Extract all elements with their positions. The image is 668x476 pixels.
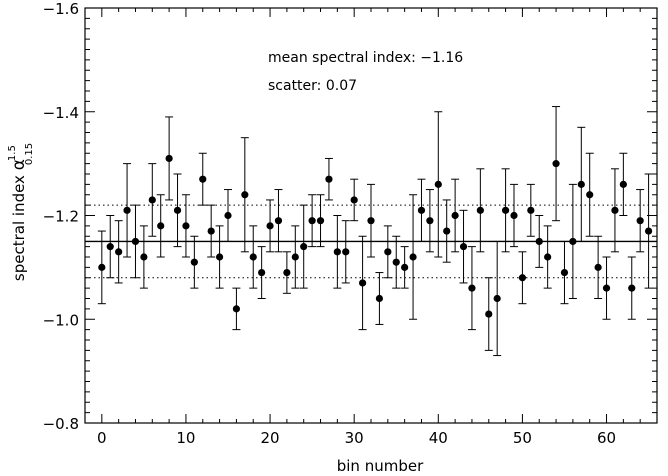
- x-axis-label: bin number: [337, 457, 424, 475]
- data-point: [358, 279, 367, 287]
- scatter-annotation: scatter: 0.07: [268, 78, 357, 94]
- data-point: [190, 258, 198, 266]
- data-point: [131, 237, 140, 246]
- data-point: [493, 294, 501, 303]
- data-point: [165, 154, 173, 163]
- data-point: [241, 191, 249, 199]
- data-point: [417, 206, 426, 214]
- y-axis-label-symbol: α: [9, 159, 29, 170]
- data-point: [602, 284, 611, 292]
- data-point: [98, 263, 106, 271]
- x-tick-label: 30: [345, 429, 364, 447]
- data-point: [577, 180, 585, 188]
- data-point: [207, 227, 215, 235]
- data-point: [409, 253, 417, 261]
- data-point: [586, 191, 594, 199]
- x-tick-label: 20: [261, 429, 280, 447]
- mean-annotation: mean spectral index: −1.16: [268, 50, 463, 66]
- data-point: [258, 268, 266, 277]
- data-point: [106, 243, 114, 251]
- data-point: [426, 217, 434, 225]
- data-point: [215, 253, 224, 261]
- data-point: [644, 227, 653, 235]
- data-point: [552, 160, 560, 168]
- data-point: [560, 268, 569, 277]
- data-point: [476, 206, 484, 214]
- data-point: [157, 222, 165, 230]
- data-point: [316, 217, 325, 225]
- x-tick-label: 50: [513, 429, 532, 447]
- x-tick-label: 10: [176, 429, 195, 447]
- data-point: [392, 258, 400, 266]
- x-tick-label: 40: [429, 429, 448, 447]
- x-tick-label: 0: [97, 429, 107, 447]
- data-point: [501, 206, 510, 214]
- data-point: [350, 196, 358, 204]
- data-point: [333, 248, 341, 256]
- data-point: [182, 222, 190, 230]
- data-point: [485, 310, 493, 318]
- data-point: [594, 263, 602, 271]
- y-tick-label: −1.2: [43, 208, 79, 226]
- data-point: [266, 222, 274, 230]
- data-point: [342, 248, 350, 256]
- data-point: [628, 284, 636, 292]
- data-point: [283, 268, 291, 277]
- data-point: [199, 175, 207, 183]
- data-point: [434, 180, 442, 188]
- data-point: [619, 180, 627, 188]
- y-axis-label-sub: 0.15: [24, 143, 35, 165]
- data-point: [249, 253, 257, 261]
- data-point: [300, 243, 308, 251]
- y-tick-label: −1.0: [43, 311, 79, 329]
- y-tick-label: −0.8: [43, 415, 79, 433]
- data-point: [569, 237, 577, 246]
- data-point: [636, 217, 644, 225]
- data-point: [140, 253, 148, 261]
- y-axis-label-main: spectral index: [10, 170, 28, 281]
- data-point: [459, 243, 468, 251]
- data-point: [148, 196, 156, 204]
- data-point: [611, 206, 619, 214]
- data-point: [527, 206, 535, 214]
- data-point: [274, 217, 283, 225]
- y-axis-label-sup: 1.5: [7, 145, 18, 161]
- data-point: [375, 294, 384, 303]
- data-point: [123, 206, 131, 214]
- data-point: [325, 175, 333, 183]
- data-point: [510, 211, 518, 220]
- data-point: [224, 211, 232, 220]
- data-point: [451, 211, 459, 220]
- y-tick-label: −1.4: [43, 104, 79, 122]
- data-point: [535, 237, 543, 246]
- y-tick-label: −1.6: [43, 0, 79, 18]
- x-tick-label: 60: [597, 429, 616, 447]
- data-point: [173, 206, 182, 214]
- y-axis-label: spectral index α1.5 0.15: [7, 143, 35, 281]
- data-point: [544, 253, 552, 261]
- data-point: [443, 227, 451, 235]
- data-point: [384, 248, 392, 256]
- data-point: [232, 305, 241, 313]
- data-point: [468, 284, 476, 292]
- data-point: [308, 217, 316, 225]
- data-point: [518, 274, 527, 282]
- data-point: [115, 248, 123, 256]
- data-point: [291, 253, 299, 261]
- data-point: [367, 217, 375, 225]
- data-point: [401, 263, 409, 271]
